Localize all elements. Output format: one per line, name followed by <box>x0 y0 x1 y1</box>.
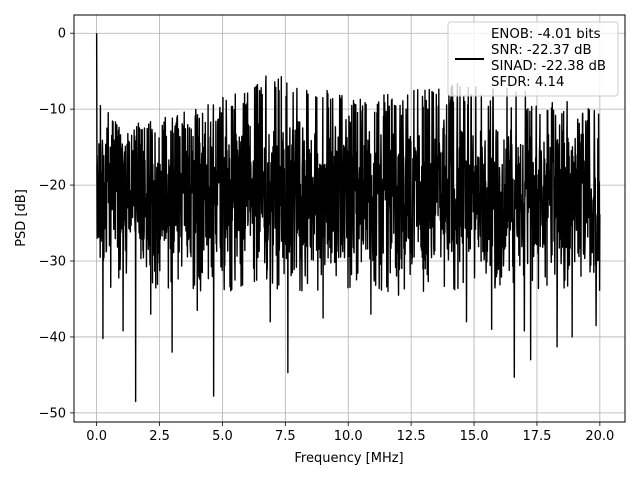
y-tick-label: −10 <box>39 103 66 118</box>
x-tick-label: 17.5 <box>522 429 551 444</box>
legend-sinad: SINAD: -22.38 dB <box>491 59 606 74</box>
legend-sfdr: SFDR: 4.14 <box>491 75 564 90</box>
x-tick-label: 15.0 <box>460 429 489 444</box>
y-tick-label: −50 <box>39 406 66 421</box>
x-tick-label: 2.5 <box>149 429 170 444</box>
legend-snr: SNR: -22.37 dB <box>491 43 592 58</box>
plot-frame <box>73 14 626 423</box>
x-tick-label: 7.5 <box>275 429 296 444</box>
y-tick-label: −40 <box>39 330 66 345</box>
x-tick-label: 12.5 <box>397 429 426 444</box>
plot-area <box>95 33 601 403</box>
psd-series-line <box>95 33 601 403</box>
legend: ENOB: -4.01 bits SNR: -22.37 dB SINAD: -… <box>447 21 619 97</box>
y-axis-ticks: 0 −10 −20 −30 −40 −50 <box>39 27 74 421</box>
y-tick-label: −30 <box>39 255 66 270</box>
x-tick-label: 0.0 <box>86 429 107 444</box>
legend-box <box>447 21 619 97</box>
x-tick-label: 10.0 <box>334 429 363 444</box>
y-tick-label: −20 <box>39 179 66 194</box>
y-tick-label: 0 <box>58 27 66 42</box>
y-axis-label: PSD [dB] <box>14 189 29 247</box>
x-axis-label: Frequency [MHz] <box>294 451 403 466</box>
legend-enob: ENOB: -4.01 bits <box>491 27 601 42</box>
x-tick-label: 20.0 <box>585 429 614 444</box>
x-axis-ticks: 0.0 2.5 5.0 7.5 10.0 12.5 15.0 17.5 20.0 <box>86 422 614 444</box>
x-tick-label: 5.0 <box>212 429 233 444</box>
